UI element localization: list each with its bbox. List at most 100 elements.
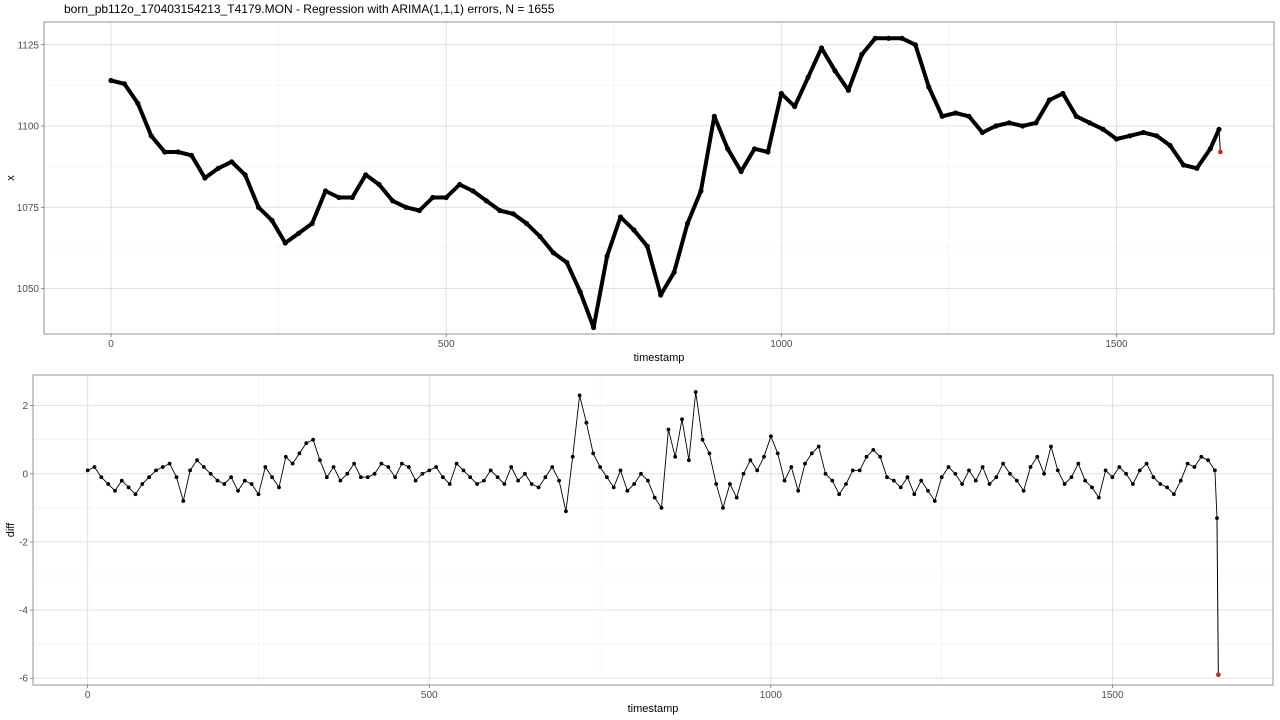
data-point <box>488 468 493 473</box>
data-point <box>939 475 944 480</box>
data-point <box>202 175 208 181</box>
data-point <box>803 461 807 466</box>
top-x-axis-label: timestamp <box>634 352 685 364</box>
data-point <box>809 451 814 456</box>
data-point <box>1008 471 1012 476</box>
data-point <box>181 499 186 503</box>
data-point <box>468 475 473 480</box>
data-point <box>242 172 248 178</box>
data-point <box>160 465 165 469</box>
data-point <box>1131 482 1135 486</box>
data-point <box>304 441 309 445</box>
data-point <box>1207 146 1213 152</box>
data-point <box>108 77 114 84</box>
data-point <box>345 471 350 476</box>
data-point <box>524 220 530 227</box>
data-point <box>564 509 568 514</box>
data-point <box>416 207 422 214</box>
data-point <box>646 478 650 483</box>
data-point <box>973 478 978 483</box>
data-point <box>886 35 892 41</box>
data-point <box>850 468 855 473</box>
data-point <box>728 482 732 486</box>
data-point <box>714 482 719 486</box>
data-point <box>837 492 842 497</box>
data-point <box>331 465 336 469</box>
data-point <box>133 492 138 497</box>
data-point <box>748 458 753 463</box>
data-point <box>871 448 876 452</box>
data-point <box>792 103 798 110</box>
x-tick-label: 1000 <box>770 339 793 350</box>
data-point <box>751 146 758 152</box>
data-point <box>201 465 206 469</box>
data-point <box>379 461 384 466</box>
data-point <box>390 198 396 204</box>
data-point <box>919 478 924 483</box>
data-point <box>591 451 596 456</box>
data-point <box>741 471 746 476</box>
data-point <box>687 458 691 463</box>
data-point <box>1055 468 1060 473</box>
data-point <box>762 454 766 459</box>
data-point <box>550 250 557 256</box>
x-tick-label: 1500 <box>1105 339 1128 350</box>
data-point <box>255 204 262 210</box>
data-point <box>953 110 959 116</box>
data-point <box>434 465 438 469</box>
data-point <box>1144 461 1149 466</box>
data-point <box>167 461 172 466</box>
chart-title: born_pb112o_170403154213_T4179.MON - Reg… <box>64 2 555 16</box>
data-point <box>441 475 445 480</box>
data-point <box>482 478 486 483</box>
data-point <box>242 478 247 483</box>
data-point <box>270 475 274 480</box>
data-point <box>1028 465 1033 469</box>
highlighted-point <box>1216 672 1221 678</box>
data-point <box>249 482 254 486</box>
data-point <box>386 465 391 469</box>
data-point <box>406 465 411 469</box>
bottom-plot-panel <box>32 374 1274 686</box>
connector-line <box>1218 129 1221 153</box>
data-point <box>140 482 145 486</box>
x-tick-label: 1000 <box>760 690 783 701</box>
data-point <box>175 149 181 155</box>
data-point <box>782 478 787 483</box>
highlighted-point <box>1218 149 1223 155</box>
data-point <box>1083 478 1087 483</box>
data-point <box>147 475 152 480</box>
x-tick-label: 0 <box>85 690 91 701</box>
data-point <box>864 454 869 459</box>
data-point <box>135 100 141 106</box>
data-point <box>805 74 811 80</box>
y-tick-label: 1100 <box>17 122 39 133</box>
data-point <box>1172 492 1176 497</box>
data-point <box>966 113 972 119</box>
data-point <box>1006 120 1012 126</box>
data-point <box>778 90 784 97</box>
data-point <box>1049 444 1053 449</box>
data-point <box>1062 482 1067 486</box>
data-point <box>543 475 548 480</box>
data-point <box>92 465 97 469</box>
data-point <box>698 188 704 194</box>
data-point <box>162 149 168 155</box>
data-point <box>994 475 999 480</box>
data-point <box>711 113 717 119</box>
data-point <box>671 269 677 275</box>
data-point <box>318 458 322 463</box>
data-point <box>1206 458 1210 463</box>
data-point <box>584 420 589 425</box>
data-point <box>215 478 220 483</box>
top-gridlines <box>44 22 1274 334</box>
data-point <box>823 471 828 476</box>
data-point <box>953 471 958 476</box>
data-point <box>1021 488 1026 493</box>
data-point <box>1110 475 1115 480</box>
bottom-x-axis-label: timestamp <box>628 703 679 715</box>
y-tick-label: -4 <box>19 606 28 617</box>
data-point <box>236 488 240 493</box>
